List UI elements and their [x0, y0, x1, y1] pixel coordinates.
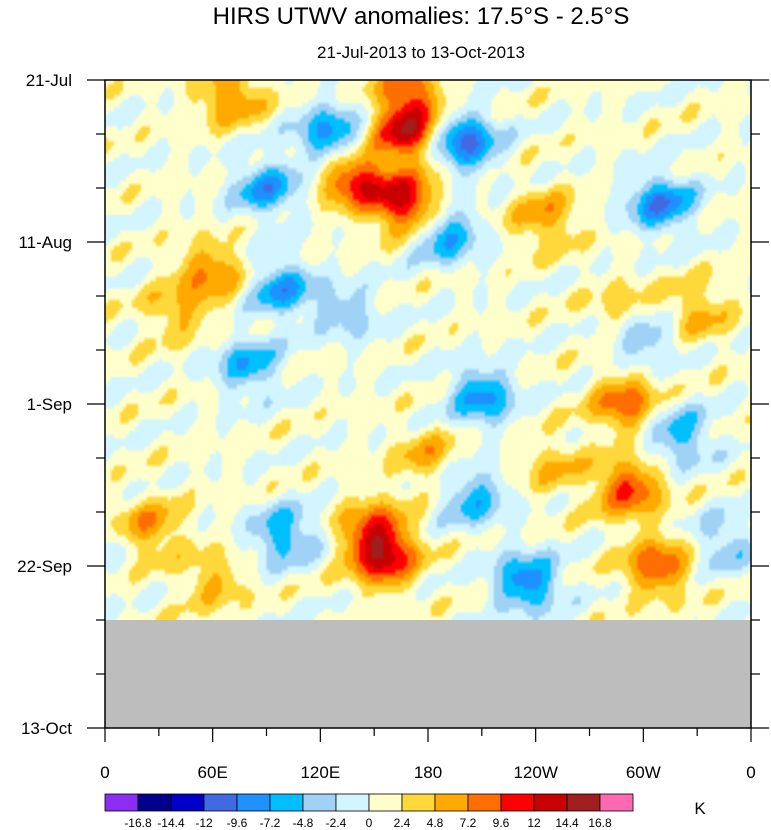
colorbar-level-label: -16.8	[124, 816, 152, 830]
colorbar-level-label: -14.4	[157, 816, 185, 830]
colorbar-swatch	[368, 793, 403, 812]
x-tick-label: 0	[100, 763, 109, 782]
colorbar-level-label: 16.8	[588, 816, 612, 830]
y-tick-label: 22-Sep	[17, 557, 72, 576]
colorbar-swatch	[434, 793, 469, 812]
colorbar-swatch	[500, 793, 535, 812]
colorbar-swatch	[533, 793, 568, 812]
y-tick-label: 1-Sep	[27, 395, 72, 414]
colorbar-level-label: 9.6	[493, 816, 510, 830]
x-tick-label: 120E	[300, 763, 340, 782]
colorbar-swatch	[401, 793, 436, 812]
y-tick-label: 13-Oct	[21, 719, 72, 738]
colorbar-level-label: 7.2	[460, 816, 477, 830]
y-axis: 21-Jul 11-Aug 1-Sep 22-Sep 13-Oct	[17, 71, 769, 738]
colorbar: -16.8 -14.4 -12 -9.6 -7.2 -4.8 -2.4 0 2.4 4.8 7.2 9…	[104, 793, 634, 830]
colorbar-swatch	[467, 793, 502, 812]
anomaly-field	[105, 80, 751, 620]
x-axis: 0 60E 120E 180 120W 60W 0	[100, 728, 756, 782]
colorbar-swatch	[104, 793, 139, 812]
colorbar-swatch	[566, 793, 601, 812]
colorbar-swatch	[269, 793, 304, 812]
colorbar-swatch	[203, 793, 238, 812]
colorbar-level-label: -7.2	[260, 816, 281, 830]
missing-data-region	[105, 620, 751, 728]
colorbar-swatch	[137, 793, 172, 812]
y-tick-label: 21-Jul	[26, 71, 72, 90]
colorbar-swatch	[236, 793, 271, 812]
anomaly-raster	[105, 80, 751, 620]
colorbar-swatch	[335, 793, 370, 812]
colorbar-level-label: 4.8	[427, 816, 444, 830]
colorbar-level-label: -2.4	[326, 816, 347, 830]
colorbar-swatch	[599, 793, 634, 812]
colorbar-level-label: 0	[366, 816, 373, 830]
x-tick-label: 60E	[198, 763, 228, 782]
colorbar-swatch	[302, 793, 337, 812]
colorbar-level-label: 2.4	[394, 816, 411, 830]
colorbar-units: K	[694, 799, 706, 818]
colorbar-swatch	[170, 793, 205, 812]
colorbar-level-label: -9.6	[227, 816, 248, 830]
colorbar-level-label: -4.8	[293, 816, 314, 830]
x-tick-label: 120W	[513, 763, 557, 782]
colorbar-level-label: 14.4	[555, 816, 579, 830]
chart-title: HIRS UTWV anomalies: 17.5°S - 2.5°S	[213, 3, 630, 30]
colorbar-level-label: 12	[527, 816, 541, 830]
x-tick-label: 60W	[626, 763, 661, 782]
x-tick-label: 0	[746, 763, 755, 782]
colorbar-level-label: -12	[195, 816, 213, 830]
x-tick-label: 180	[414, 763, 442, 782]
heatmap-plot-area	[104, 79, 752, 729]
y-tick-label: 11-Aug	[18, 233, 72, 252]
chart-subtitle: 21-Jul-2013 to 13-Oct-2013	[317, 43, 525, 62]
